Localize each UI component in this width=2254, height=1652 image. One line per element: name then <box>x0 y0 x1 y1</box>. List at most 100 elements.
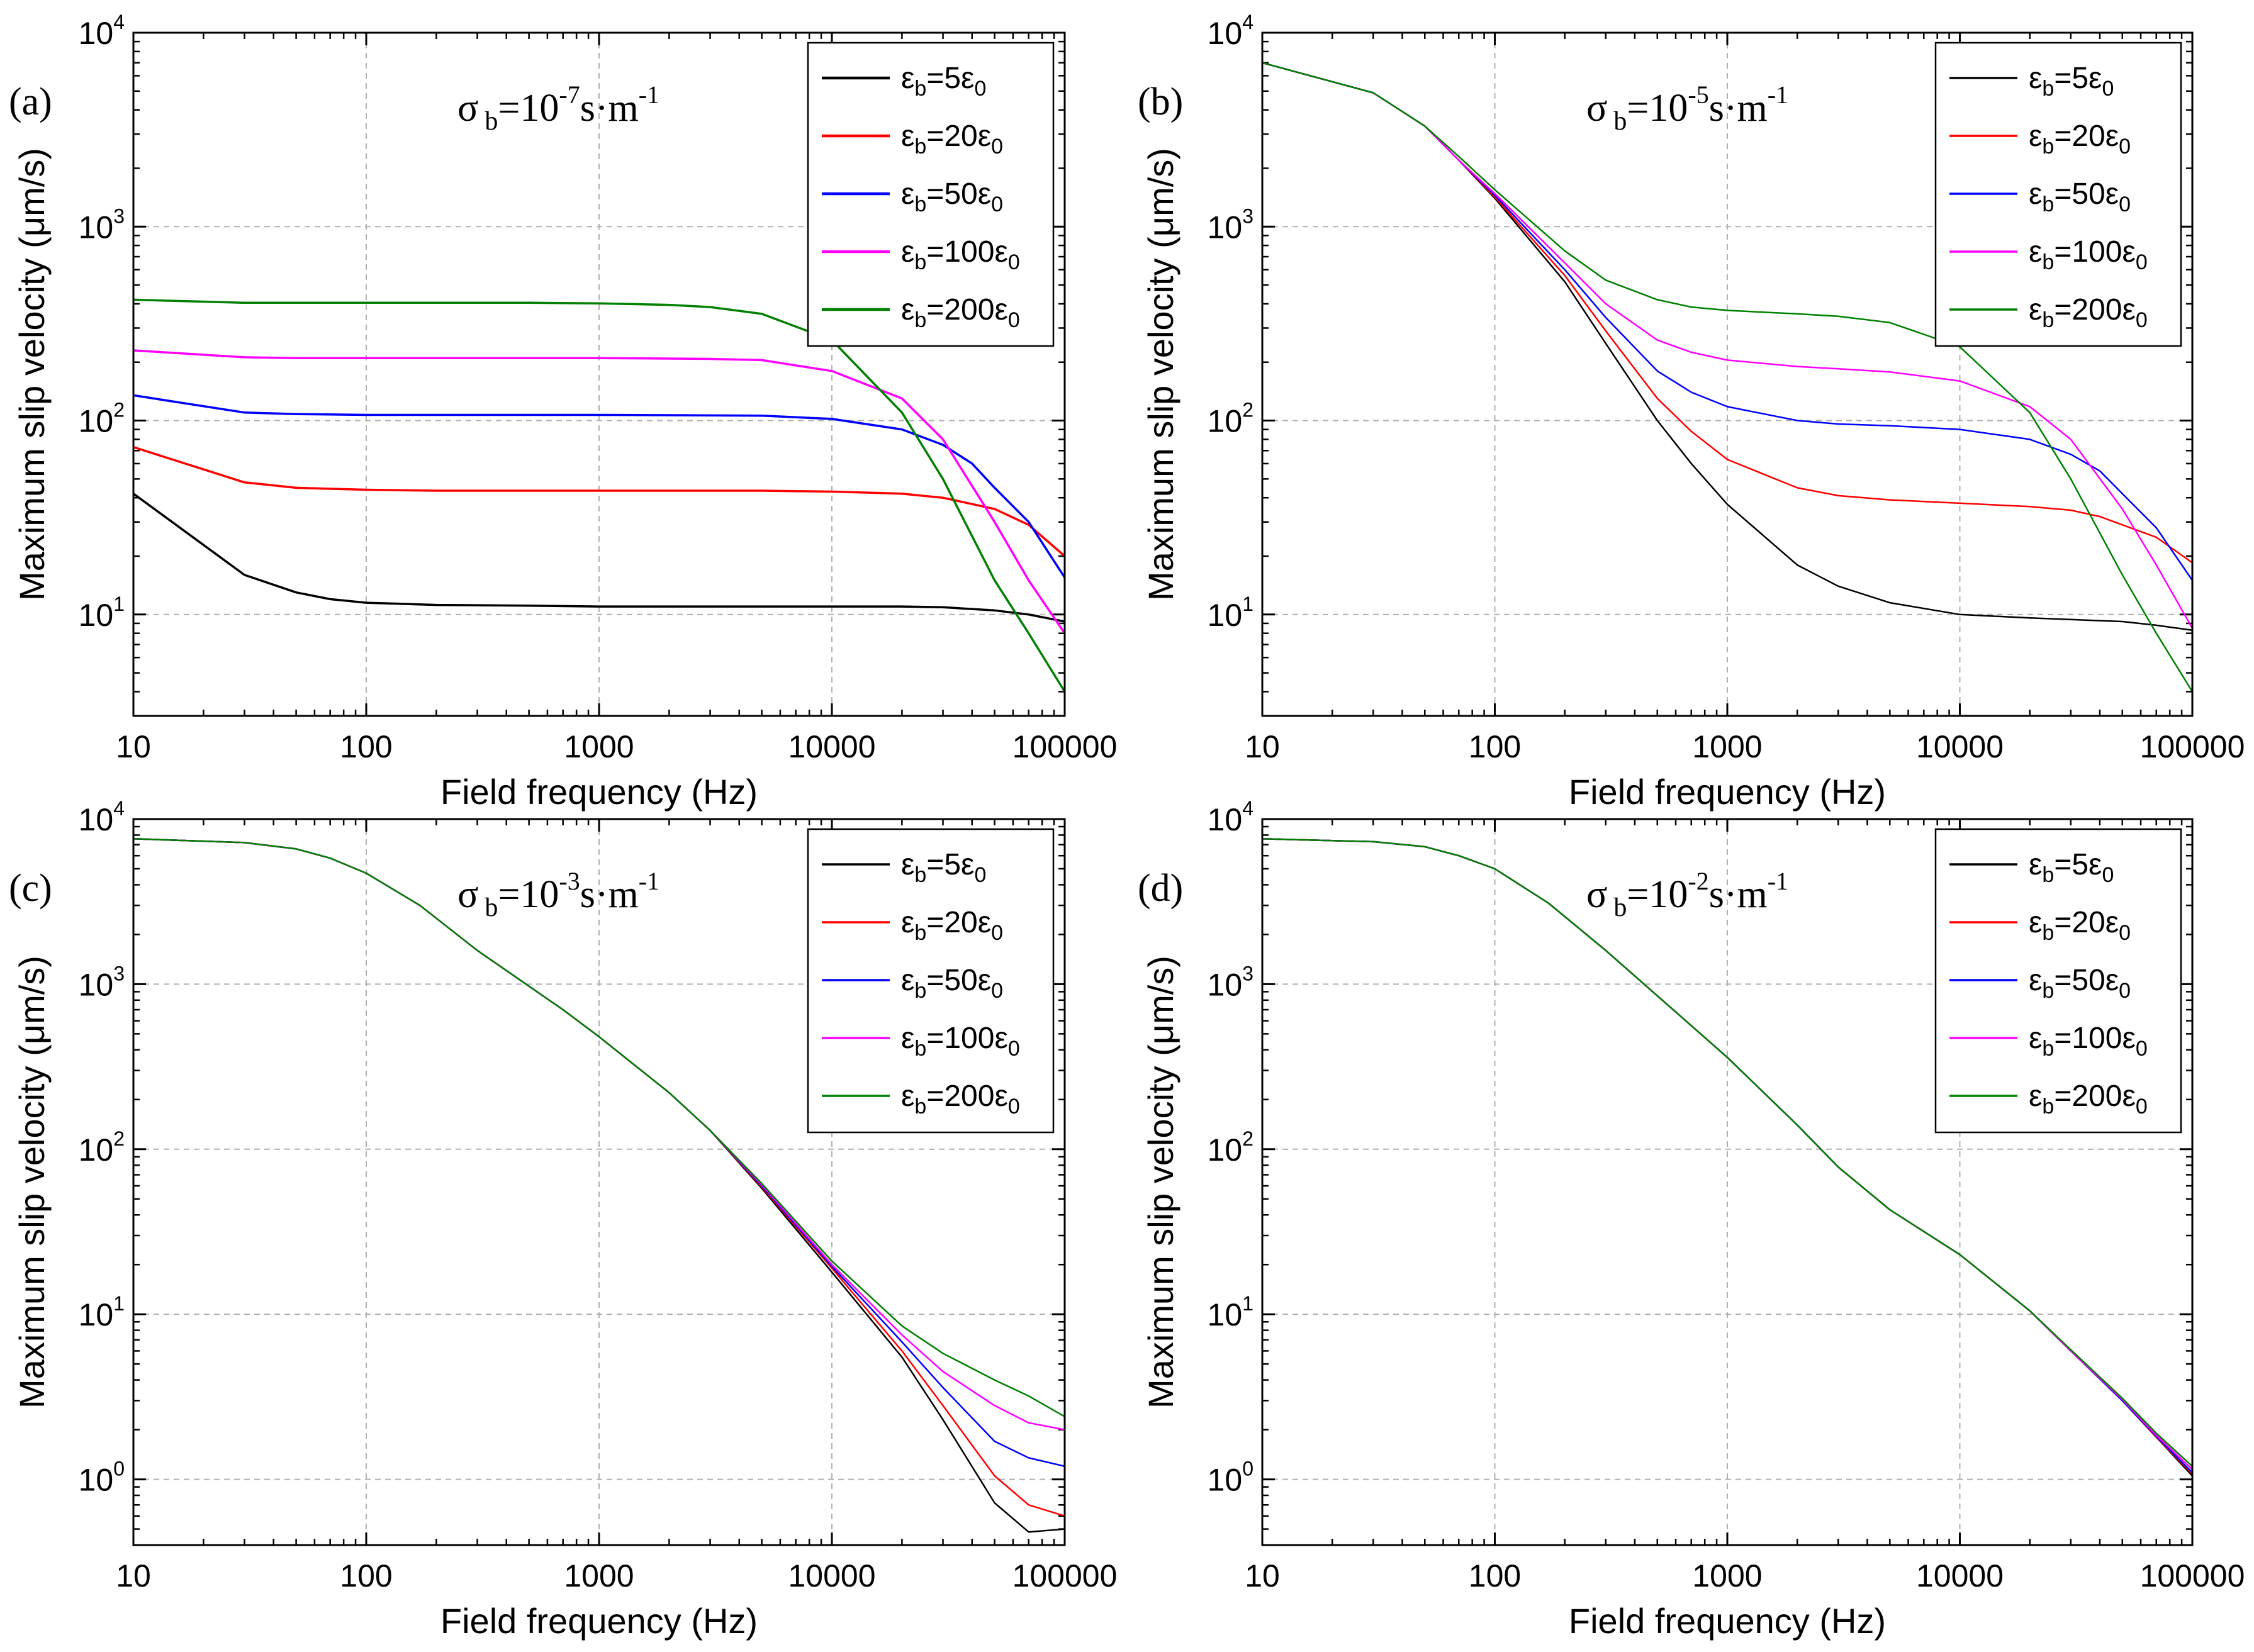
x-tick-label: 10 <box>1245 729 1280 764</box>
legend-item-2: εb=50ε0 <box>822 964 1003 1003</box>
chart-panel-c: 10 100 1000 10000 100000 100 101 102 103 104 Field… <box>9 797 1117 1641</box>
x-tick-label: 10 <box>1245 1558 1280 1593</box>
x-tick-label: 10000 <box>788 1558 875 1593</box>
plot-frame <box>132 818 1066 1546</box>
x-tick-label: 100 <box>340 1558 392 1593</box>
conductivity-annotation: σ b=10-2s·m-1 <box>1586 867 1788 922</box>
legend-label: εb=50ε0 <box>901 964 1003 1003</box>
panel-label: (b) <box>1138 81 1183 123</box>
chart-panel-a: 10 100 1000 10000 100000 101 102 103 104 Field fr… <box>9 11 1117 812</box>
x-tick-label: 10000 <box>788 729 875 764</box>
legend-label: εb=100ε0 <box>901 235 1020 274</box>
legend-label: εb=20ε0 <box>2029 906 2131 945</box>
legend-label: εb=20ε0 <box>901 906 1003 945</box>
legend-label: εb=50ε0 <box>901 177 1003 216</box>
legend-item-4: εb=200ε0 <box>1949 1080 2148 1119</box>
legend-item-4: εb=200ε0 <box>822 293 1020 332</box>
legend-label: εb=200ε0 <box>901 293 1020 332</box>
x-tick-label: 100000 <box>2140 729 2245 764</box>
conductivity-annotation: σ b=10-5s·m-1 <box>1586 81 1788 136</box>
x-tick-label: 1000 <box>1692 729 1762 764</box>
y-tick-label: 103 <box>79 204 125 245</box>
y-tick-label: 101 <box>1208 1292 1253 1332</box>
plot-frame <box>132 31 1066 717</box>
x-tick-label: 1000 <box>564 1558 634 1593</box>
legend-item-0: εb=5ε0 <box>822 62 986 101</box>
y-tick-label: 102 <box>1208 1127 1253 1168</box>
legend-label: εb=100ε0 <box>901 1022 1020 1061</box>
legend-item-4: εb=200ε0 <box>822 1080 1020 1119</box>
y-tick-label: 103 <box>1208 962 1253 1002</box>
legend-label: εb=200ε0 <box>2029 293 2148 332</box>
panel-label: (d) <box>1138 867 1183 910</box>
legend-label: εb=20ε0 <box>901 120 1003 159</box>
legend: εb=5ε0 εb=20ε0 εb=50ε0 εb=100ε0 εb=200ε0 <box>1934 828 2182 1134</box>
x-tick-label: 1000 <box>1692 1558 1762 1593</box>
series-line-3 <box>133 349 1065 634</box>
series-line-4 <box>133 838 1065 1417</box>
panel-label: (a) <box>9 81 52 123</box>
x-axis-label: Field frequency (Hz) <box>1569 772 1886 812</box>
y-tick-label: 103 <box>1208 204 1253 245</box>
legend-label: εb=100ε0 <box>2029 1022 2148 1061</box>
plot-frame <box>1261 31 2194 717</box>
x-tick-label: 100 <box>1469 1558 1521 1593</box>
legend: εb=5ε0 εb=20ε0 εb=50ε0 εb=100ε0 εb=200ε0 <box>1934 42 2182 347</box>
legend-item-4: εb=200ε0 <box>1949 293 2148 332</box>
legend-item-1: εb=20ε0 <box>822 120 1003 159</box>
x-tick-label: 100 <box>1469 729 1521 764</box>
y-tick-label: 104 <box>79 11 125 51</box>
y-tick-label: 102 <box>79 1127 125 1168</box>
x-tick-label: 1000 <box>564 729 634 764</box>
conductivity-annotation: σ b=10-3s·m-1 <box>457 867 659 922</box>
x-tick-label: 10 <box>116 729 151 764</box>
legend-label: εb=50ε0 <box>2029 177 2131 216</box>
legend-label: εb=5ε0 <box>2029 62 2114 101</box>
series-line-4 <box>1262 838 2192 1467</box>
series-line-4 <box>133 298 1065 693</box>
x-tick-label: 10000 <box>1916 729 2004 764</box>
x-axis-label: Field frequency (Hz) <box>1569 1601 1886 1641</box>
legend-label: εb=100ε0 <box>2029 235 2148 274</box>
y-axis-label: Maximum slip velocity (μm/s) <box>12 956 52 1409</box>
y-tick-label: 101 <box>1208 593 1253 633</box>
x-axis-label: Field frequency (Hz) <box>440 1601 758 1641</box>
y-axis-label: Maximum slip velocity (μm/s) <box>1141 148 1180 601</box>
legend-item-3: εb=100ε0 <box>822 235 1020 274</box>
legend-item-0: εb=5ε0 <box>1949 62 2114 101</box>
legend-item-1: εb=20ε0 <box>822 906 1003 945</box>
y-tick-label: 102 <box>79 399 125 439</box>
x-tick-label: 100000 <box>1012 1558 1118 1593</box>
legend-item-3: εb=100ε0 <box>822 1022 1020 1061</box>
legend-item-1: εb=20ε0 <box>1949 120 2131 159</box>
panel-label: (c) <box>9 867 52 910</box>
series-line-0 <box>133 493 1065 623</box>
y-tick-label: 100 <box>1208 1458 1253 1498</box>
legend-item-2: εb=50ε0 <box>822 177 1003 216</box>
x-tick-label: 10000 <box>1916 1558 2004 1593</box>
x-tick-label: 100000 <box>1012 729 1118 764</box>
y-tick-label: 103 <box>79 962 125 1002</box>
legend: εb=5ε0 εb=20ε0 εb=50ε0 εb=100ε0 εb=200ε0 <box>807 828 1055 1134</box>
x-tick-label: 10 <box>116 1558 151 1593</box>
legend-label: εb=20ε0 <box>2029 120 2131 159</box>
series-line-4 <box>1262 62 2192 693</box>
series-line-2 <box>133 394 1065 579</box>
y-tick-label: 101 <box>79 593 125 633</box>
x-axis-label: Field frequency (Hz) <box>440 772 758 812</box>
chart-panel-b: 10 100 1000 10000 100000 101 102 103 104 Field fr… <box>1138 11 2245 812</box>
y-axis-label: Maximum slip velocity (μm/s) <box>1141 956 1180 1409</box>
y-axis-label: Maximum slip velocity (μm/s) <box>12 148 52 601</box>
legend-item-1: εb=20ε0 <box>1949 906 2131 945</box>
legend-label: εb=200ε0 <box>901 1080 1020 1119</box>
legend-item-0: εb=5ε0 <box>1949 848 2114 887</box>
x-tick-label: 100 <box>340 729 392 764</box>
legend-label: εb=200ε0 <box>2029 1080 2148 1119</box>
y-tick-label: 102 <box>1208 399 1253 439</box>
legend-label: εb=5ε0 <box>2029 848 2114 887</box>
legend-item-2: εb=50ε0 <box>1949 177 2131 216</box>
y-tick-label: 104 <box>1208 11 1253 51</box>
x-tick-label: 100000 <box>2140 1558 2245 1593</box>
legend-label: εb=5ε0 <box>901 848 986 887</box>
